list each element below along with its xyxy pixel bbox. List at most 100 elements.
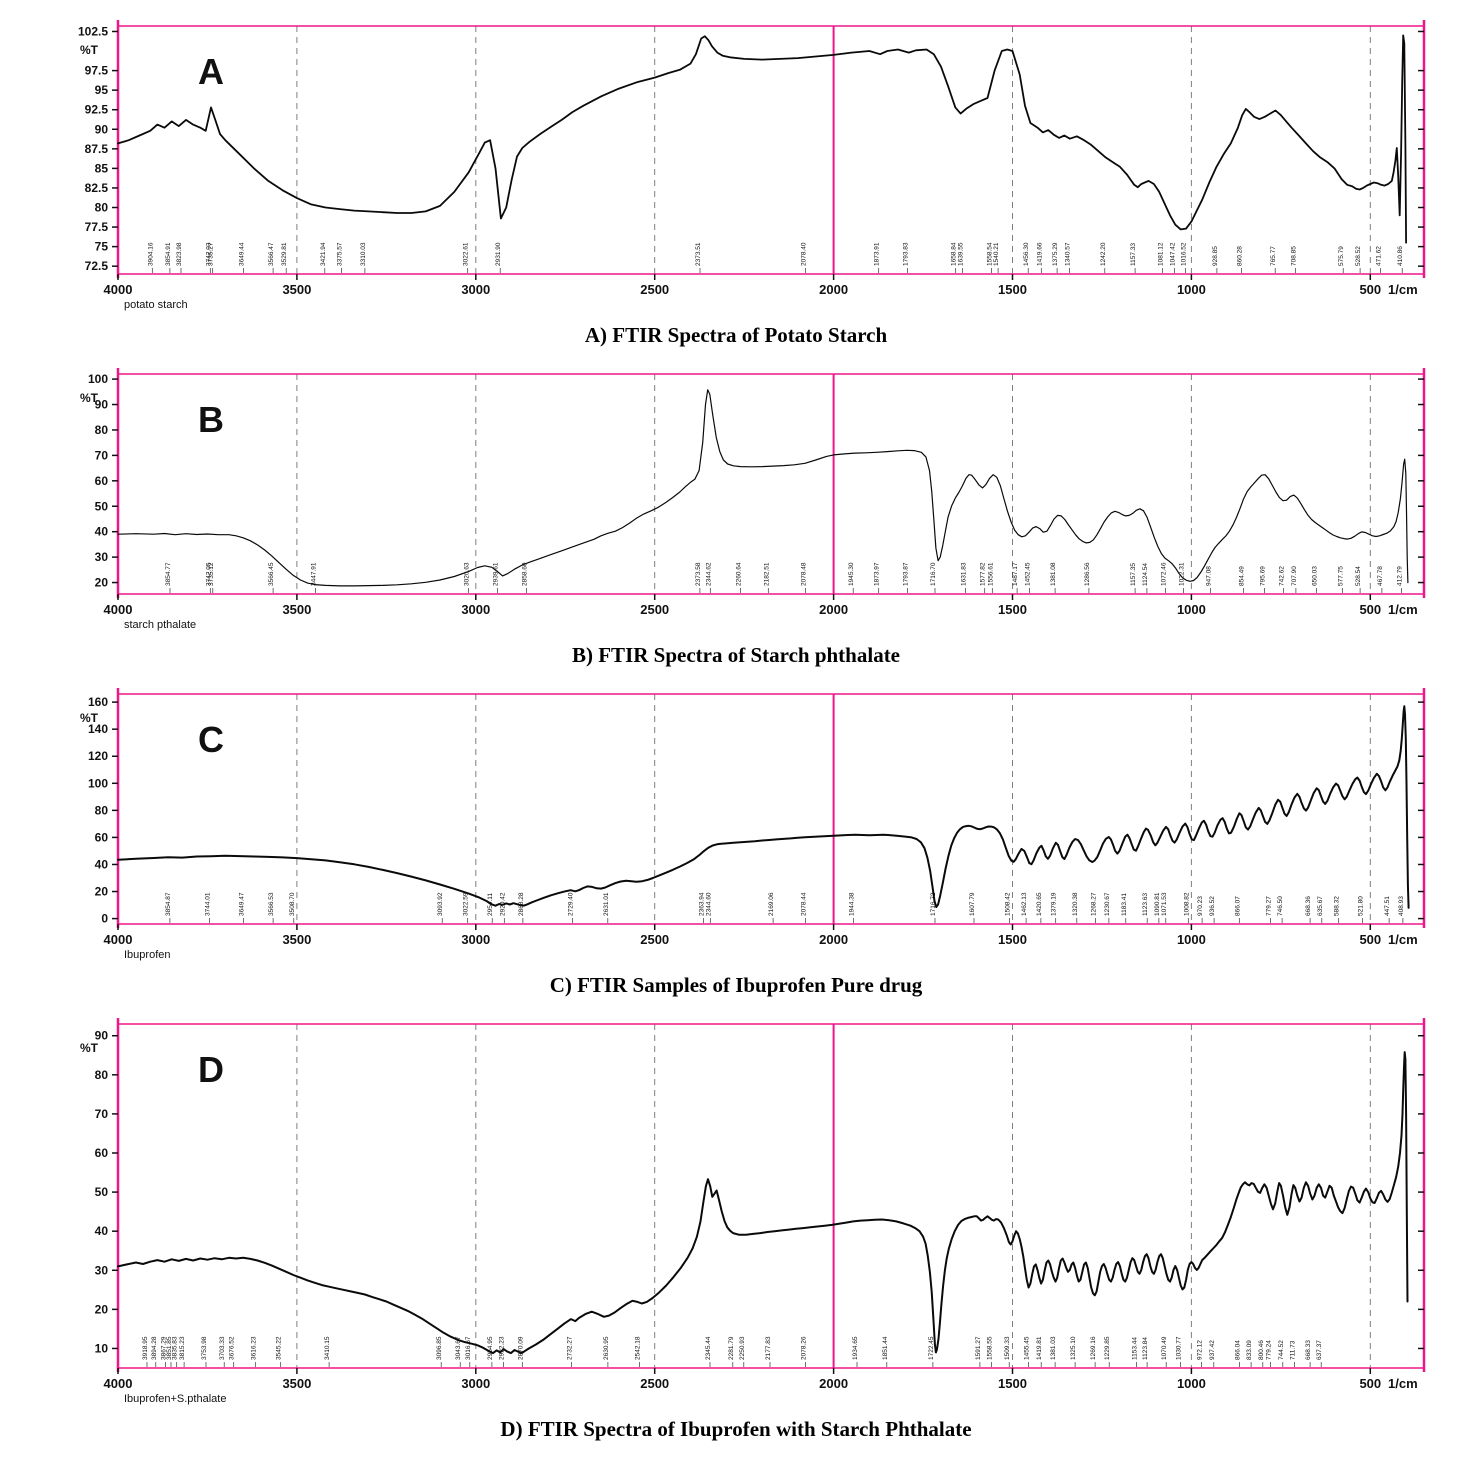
peak-label: 2169.06 (768, 892, 775, 916)
peak-label: 1420.65 (1036, 892, 1043, 916)
peak-label: 2542.18 (635, 1336, 642, 1360)
y-tick-label: 70 (95, 1107, 109, 1121)
y-tick-label: 80 (95, 423, 109, 437)
peak-label: 3410.15 (324, 1336, 331, 1360)
peak-label: 3043.67 (455, 1336, 462, 1360)
peak-label: 1123.84 (1142, 1337, 1149, 1360)
panel-a-caption: A) FTIR Spectra of Potato Starch (584, 323, 888, 347)
x-tick-label: 3500 (282, 282, 311, 297)
peak-label: 2177.83 (765, 1336, 772, 1360)
x-tick-label: 3500 (282, 602, 311, 617)
peak-label: 1008.82 (1183, 892, 1190, 916)
peak-label: 1379.19 (1051, 892, 1058, 916)
peak-label: 577.75 (1338, 566, 1345, 586)
peak-label: 3016.67 (465, 1336, 472, 1360)
y-tick-label: 160 (88, 695, 108, 709)
peak-label: 3867.29 (161, 1336, 168, 1360)
peak-label: 2373.51 (695, 242, 702, 266)
y-tick-label: 60 (95, 830, 109, 844)
peak-label: 746.50 (1277, 896, 1284, 916)
y-tick-label: 20 (95, 576, 109, 590)
x-axis-unit: 1/cm (1388, 282, 1418, 297)
peak-label: 3703.33 (219, 1336, 226, 1360)
peak-label: 1124.54 (1142, 563, 1149, 586)
peak-label: 1183.41 (1121, 893, 1128, 916)
peak-label: 795.69 (1260, 566, 1267, 586)
peak-label: 779.27 (1265, 896, 1272, 916)
y-tick-label: 20 (95, 885, 109, 899)
peak-label: 1325.10 (1070, 1336, 1077, 1360)
peak-label: 3735.27 (208, 242, 215, 266)
peak-label: 3529.81 (281, 242, 288, 266)
panel-d-spectrum: 90 80 70 60 50 40 30 20 10 %T 4000 3500 3000 2500 2000… (6, 1012, 1466, 1413)
peak-label: 1577.82 (980, 562, 987, 586)
y-tick-label: 90 (95, 1029, 109, 1043)
peak-label: 575.79 (1338, 246, 1345, 266)
spectrum-curve (117, 705, 1410, 909)
x-tick-label: 1500 (998, 602, 1027, 617)
peak-label: 1722.45 (928, 1336, 935, 1360)
peak-label: 2732.27 (567, 1336, 574, 1360)
x-axis-unit: 1/cm (1388, 1376, 1418, 1391)
peak-label: 1631.83 (960, 562, 967, 586)
panel-b-caption: B) FTIR Spectra of Starch phthalate (571, 643, 901, 667)
peak-label: 708.85 (1291, 246, 1298, 266)
peak-label: 1716.72 (930, 892, 937, 916)
y-tick-label: 100 (88, 372, 108, 386)
peak-label: 1269.16 (1090, 1336, 1097, 1360)
peak-label: 3096.85 (436, 1336, 443, 1360)
peak-label: 1071.53 (1161, 892, 1168, 916)
x-tick-label: 2000 (819, 932, 848, 947)
peak-label: 1793.87 (902, 562, 909, 586)
peak-label: 1509.33 (1004, 1336, 1011, 1360)
y-tick-label: 40 (95, 857, 109, 871)
peak-label: 2630.95 (603, 1336, 610, 1360)
peak-label: 668.33 (1305, 1340, 1312, 1360)
x-tick-label: 2500 (640, 1376, 669, 1391)
peak-label: 1070.49 (1161, 1336, 1168, 1360)
y-tick-label: 20 (95, 1302, 109, 1316)
peak-label: 1230.67 (1104, 892, 1111, 916)
sample-label: Ibuprofen (124, 949, 170, 961)
y-tick-label: 30 (95, 550, 109, 564)
x-tick-label: 3000 (461, 932, 490, 947)
peak-label: 2729.40 (568, 892, 575, 916)
peak-label: 3753.98 (201, 1336, 208, 1360)
peak-label: 1022.31 (1178, 562, 1185, 586)
peak-label: 2260.64 (735, 562, 742, 586)
peak-label: 2345.44 (705, 1336, 712, 1360)
peak-label: 637.37 (1316, 1340, 1323, 1360)
peak-label: 3022.59 (463, 892, 470, 916)
peak-label: 937.42 (1209, 1340, 1216, 1360)
x-tick-label: 2000 (819, 282, 848, 297)
peak-label: 3566.47 (268, 242, 275, 266)
peak-label: 528.52 (1355, 246, 1362, 266)
peak-label: 742.62 (1279, 566, 1286, 586)
peak-label: 2858.60 (521, 562, 528, 586)
y-tick-label: 50 (95, 1185, 109, 1199)
peak-label: 3904.16 (147, 242, 154, 266)
y-axis-unit: %T (80, 43, 99, 57)
sample-label: starch pthalate (124, 619, 196, 631)
peak-label: 1658.84 (951, 242, 958, 266)
peak-label: 928.85 (1212, 246, 1219, 266)
x-axis-unit: 1/cm (1388, 932, 1418, 947)
spectrum-curve (117, 389, 1409, 587)
peak-label: 2373.58 (695, 562, 702, 586)
x-tick-label: 4000 (104, 932, 133, 947)
peak-label: 2954.95 (487, 1336, 494, 1360)
x-tick-label: 500 (1359, 282, 1381, 297)
peak-label: 3022.61 (463, 242, 470, 266)
x-tick-label: 2500 (640, 932, 669, 947)
peak-label: 3545.22 (276, 1336, 283, 1360)
peak-label: 1157.33 (1130, 243, 1137, 266)
spectrum-plot: 160 140 120 100 80 60 40 20 0 %T 4000 3500 3000 2500 2… (80, 688, 1426, 961)
x-axis-unit: 1/cm (1388, 602, 1418, 617)
y-tick-label: 82.5 (85, 181, 109, 195)
peak-label: 2363.94 (698, 892, 705, 916)
peak-label: 1419.66 (1036, 242, 1043, 266)
peak-label: 3649.47 (238, 892, 245, 916)
peak-label: 3375.57 (336, 242, 343, 266)
peak-label: 467.78 (1377, 566, 1384, 586)
y-tick-label: 50 (95, 499, 109, 513)
